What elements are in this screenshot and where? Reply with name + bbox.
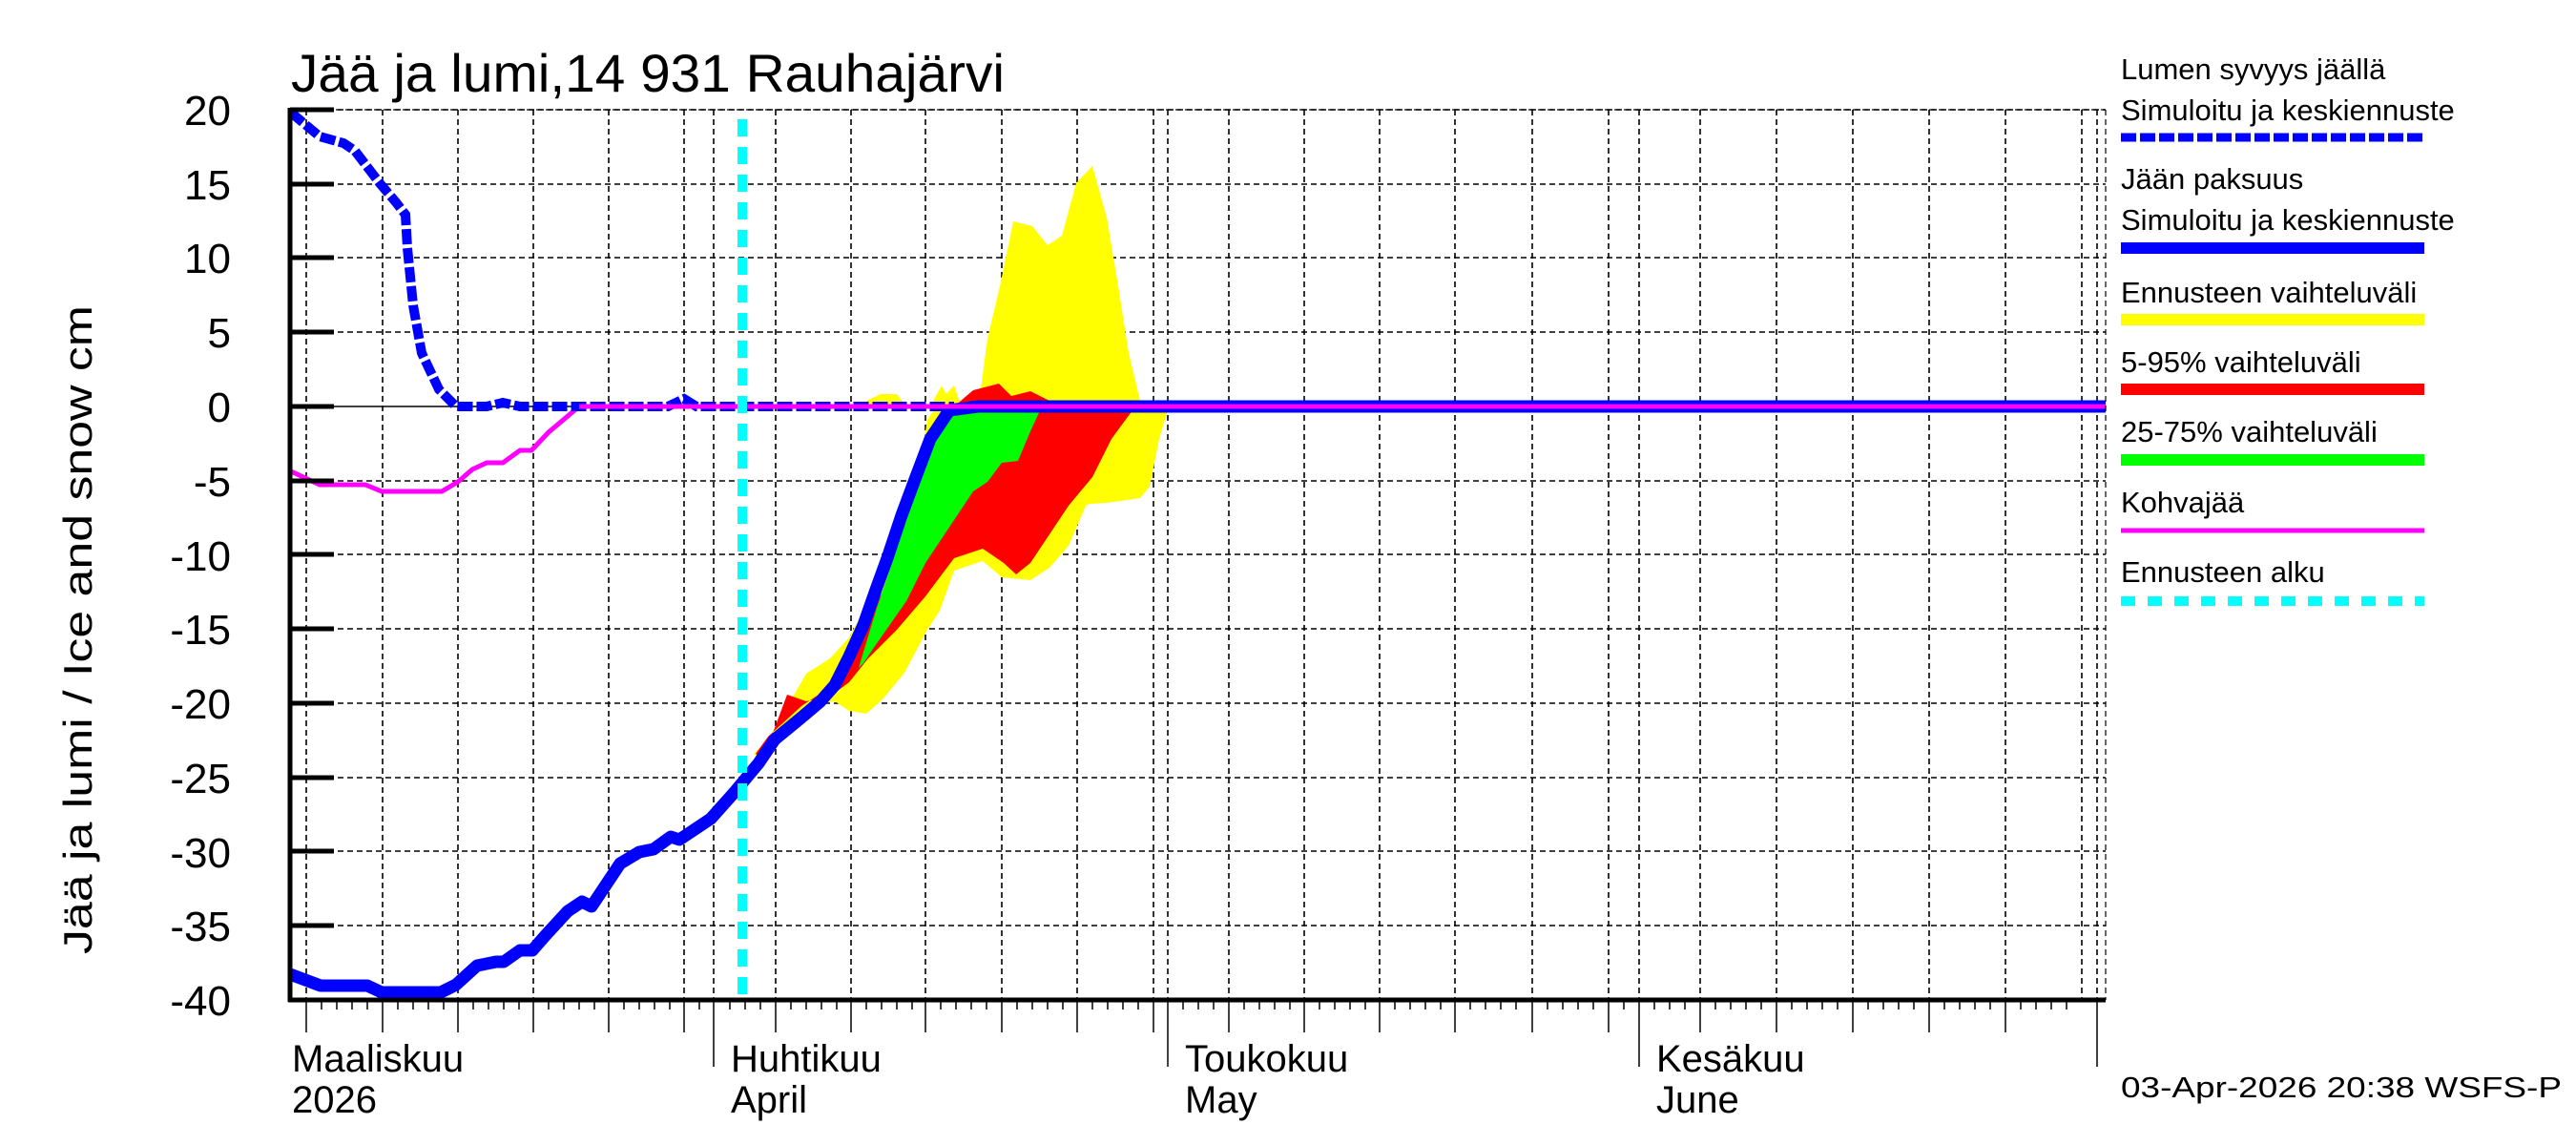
- legend: Lumen syvyys jäällä Simuloitu ja keskien…: [2121, 52, 2455, 606]
- month-label-april-en: April: [731, 1079, 807, 1121]
- y-tick-label: 5: [208, 310, 231, 357]
- y-tick-label: 15: [184, 162, 231, 209]
- month-label-may-en: May: [1185, 1079, 1257, 1121]
- y-tick-label: -5: [194, 459, 231, 506]
- forecast-bands: [754, 166, 1169, 763]
- slush-ice-line: [289, 404, 2106, 494]
- month-label-april-fi: Huhtikuu: [731, 1038, 882, 1080]
- svg-text:Simuloitu ja keskiennuste: Simuloitu ja keskiennuste: [2121, 203, 2455, 237]
- month-label-march-year: 2026: [292, 1079, 377, 1121]
- ice-thickness-line: [287, 400, 2106, 999]
- legend-item-snow-depth: Lumen syvyys jäällä Simuloitu ja keskien…: [2121, 52, 2455, 142]
- snow-depth-line: [287, 109, 954, 411]
- y-tick-label: 10: [184, 236, 231, 282]
- vertical-gridlines: [305, 110, 2098, 1000]
- month-label-june-en: June: [1656, 1079, 1739, 1121]
- month-label-may-fi: Toukokuu: [1185, 1038, 1348, 1080]
- x-axis-ticks: [305, 1002, 2098, 1067]
- y-tick-label: -15: [170, 607, 231, 654]
- horizontal-gridlines: [290, 109, 2106, 926]
- axes: [287, 107, 2107, 1003]
- svg-text:Ennusteen alku: Ennusteen alku: [2121, 555, 2325, 589]
- legend-item-25-75: 25-75% vaihteluväli: [2121, 415, 2424, 466]
- x-axis-month-labels: Maaliskuu 2026 Huhtikuu April Toukokuu M…: [292, 1038, 1805, 1121]
- y-axis-label: Jää ja lumi / Ice and snow cm: [55, 305, 100, 954]
- y-tick-label: -25: [170, 756, 231, 802]
- legend-item-slush-ice: Kohvajää: [2121, 486, 2424, 533]
- y-tick-label: 0: [208, 385, 231, 431]
- band-25-75: [859, 406, 1042, 668]
- month-label-june-fi: Kesäkuu: [1656, 1038, 1805, 1080]
- month-label-march: Maaliskuu: [292, 1038, 464, 1080]
- y-tick-label: 20: [184, 88, 231, 135]
- y-tick-label: -40: [170, 978, 231, 1025]
- footer-timestamp: 03-Apr-2026 20:38 WSFS-P: [2121, 1071, 2562, 1104]
- svg-text:Lumen syvyys jäällä: Lumen syvyys jäällä: [2121, 52, 2386, 86]
- svg-text:Simuloitu ja keskiennuste: Simuloitu ja keskiennuste: [2121, 94, 2455, 127]
- svg-text:25-75% vaihteluväli: 25-75% vaihteluväli: [2121, 415, 2378, 448]
- band-forecast-range-bump: [930, 385, 952, 406]
- y-tick-label: -10: [170, 533, 231, 580]
- legend-item-5-95: 5-95% vaihteluväli: [2121, 345, 2424, 395]
- y-tick-label: -30: [170, 830, 231, 877]
- y-tick-label: -20: [170, 681, 231, 728]
- svg-text:Kohvajää: Kohvajää: [2121, 486, 2245, 519]
- chart-title: Jää ja lumi,14 931 Rauhajärvi: [291, 43, 1005, 103]
- y-tick-labels: 20 15 10 5 0 -5 -10 -15 -20 -25 -30 -35 …: [170, 88, 231, 1025]
- legend-item-forecast-range: Ennusteen vaihteluväli: [2121, 276, 2424, 325]
- y-tick-label: -35: [170, 904, 231, 950]
- legend-item-forecast-start: Ennusteen alku: [2121, 555, 2424, 606]
- svg-text:Jään paksuus: Jään paksuus: [2121, 162, 2303, 196]
- svg-text:Ennusteen vaihteluväli: Ennusteen vaihteluväli: [2121, 276, 2417, 309]
- svg-text:5-95% vaihteluväli: 5-95% vaihteluväli: [2121, 345, 2361, 379]
- legend-item-ice-thickness: Jään paksuus Simuloitu ja keskiennuste: [2121, 162, 2455, 254]
